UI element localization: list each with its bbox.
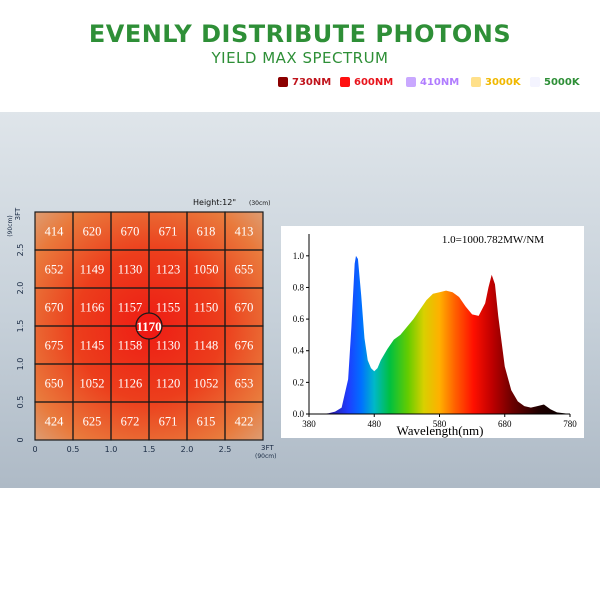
legend-item-410nm: 410NM xyxy=(406,75,459,91)
heatmap-cell-value: 670 xyxy=(45,301,64,315)
heatmap-cell-value: 670 xyxy=(121,225,140,239)
x-tick-label: 0.5 xyxy=(67,445,80,454)
x-tick-label: 0 xyxy=(32,445,37,454)
height-label: Height:12" xyxy=(193,198,236,207)
heatmap-cell-value: 1050 xyxy=(194,263,219,277)
heatmap-cell-value: 620 xyxy=(83,225,102,239)
y-tick-label: 0.5 xyxy=(16,396,25,409)
x-tick-label: 1.5 xyxy=(143,445,156,454)
legend-item-5000k: 5000K xyxy=(530,75,580,91)
spectrum-annotation: 1.0=1000.782MW/NM xyxy=(442,234,544,246)
heatmap-cell-value: 671 xyxy=(159,225,178,239)
heatmap-cell-value: 422 xyxy=(235,415,254,429)
x-tick-label: 780 xyxy=(563,419,577,429)
legend-label: 410NM xyxy=(420,77,460,88)
heatmap-cell-value: 1130 xyxy=(156,339,181,353)
y-tick-label: 1.0 xyxy=(16,358,25,371)
y-end-label: 3FT xyxy=(14,207,22,220)
x-tick-label: 2.0 xyxy=(181,445,194,454)
page-title: EVENLY DISTRIBUTE PHOTONS xyxy=(88,20,512,48)
heatmap-cell-value: 414 xyxy=(45,225,65,239)
spectrum-legend: 730NM 600NM 410NM 3000K 5000K xyxy=(278,75,588,91)
heatmap-cell-value: 1130 xyxy=(118,263,143,277)
legend-swatch xyxy=(406,77,416,87)
x-end-label: 3FT xyxy=(261,444,274,452)
y-tick-label: 0.0 xyxy=(293,409,305,419)
spectrum-chart: 380 480 580 680 780 0.0 0.2 0.4 0.6 0.8 1.0 1.0=100… xyxy=(281,226,584,438)
legend-label: 730NM xyxy=(292,77,332,88)
heatmap-cell-value: 653 xyxy=(235,377,254,391)
center-marker xyxy=(135,312,163,340)
x-tick-label: 2.5 xyxy=(219,445,232,454)
height-label-unit: (30cm) xyxy=(249,200,270,207)
y-tick-label: 0.2 xyxy=(293,377,304,387)
heatmap-cell xyxy=(224,401,264,441)
legend-item-730nm: 730NM xyxy=(278,75,331,91)
legend-label: 600NM xyxy=(354,77,394,88)
heatmap-cell-value: 650 xyxy=(45,377,64,391)
x-tick-label: 380 xyxy=(302,419,316,429)
heatmap-cell-value: 1052 xyxy=(80,377,105,391)
y-tick-label: 0 xyxy=(16,437,25,442)
x-axis-label: Wavelength(nm) xyxy=(396,423,483,438)
heatmap-cell-value: 670 xyxy=(235,301,254,315)
heatmap-cell-value: 675 xyxy=(45,339,64,353)
heatmap-cell-value: 1052 xyxy=(194,377,219,391)
x-tick-label: 480 xyxy=(368,419,382,429)
x-tick-label: 1.0 xyxy=(105,445,118,454)
x-end-unit: (90cm) xyxy=(255,453,276,460)
heatmap-cell-value: 672 xyxy=(121,415,140,429)
heatmap-cell-value: 1148 xyxy=(194,339,219,353)
heatmap-cell-value: 1126 xyxy=(118,377,143,391)
heatmap-cell-value: 1149 xyxy=(80,263,105,277)
y-tick-label: 1.0 xyxy=(293,251,305,261)
heatmap-cell-value: 1155 xyxy=(156,301,181,315)
legend-swatch xyxy=(340,77,350,87)
y-end-unit: (90cm) xyxy=(7,215,14,236)
legend-swatch xyxy=(471,77,481,87)
legend-item-3000k: 3000K xyxy=(471,75,521,91)
heatmap-cell-value: 1120 xyxy=(156,377,181,391)
heatmap-cell-value: 676 xyxy=(235,339,254,353)
heatmap-cell-value: 1157 xyxy=(118,301,143,315)
spectrum-area xyxy=(309,255,570,414)
x-tick-label: 680 xyxy=(498,419,512,429)
center-value: 1170 xyxy=(136,319,161,334)
x-tick-label: 580 xyxy=(433,419,447,429)
heatmap-cell-value: 1166 xyxy=(80,301,105,315)
heatmap-cell-value: 1145 xyxy=(80,339,105,353)
legend-label: 5000K xyxy=(544,77,580,88)
heatmap-cell-value: 615 xyxy=(197,415,216,429)
legend-label: 3000K xyxy=(485,77,521,88)
y-tick-label: 0.6 xyxy=(293,314,305,324)
par-heatmap: Height:12" (30cm) 414 620 670 671 618 413 652 114… xyxy=(7,198,276,460)
heatmap-cell-value: 625 xyxy=(83,415,102,429)
heatmap-cell-value: 1123 xyxy=(156,263,181,277)
y-tick-label: 0.8 xyxy=(293,282,305,292)
y-tick-label: 2.0 xyxy=(16,282,25,295)
legend-item-600nm: 600NM xyxy=(340,75,393,91)
y-tick-label: 2.5 xyxy=(16,244,25,257)
legend-swatch xyxy=(530,77,540,87)
heatmap-cell-value: 1150 xyxy=(194,301,219,315)
legend-swatch xyxy=(278,77,288,87)
heatmap-cell-value: 652 xyxy=(45,263,64,277)
page-subtitle: YIELD MAX SPECTRUM xyxy=(211,49,389,67)
heatmap-cell-value: 413 xyxy=(235,225,254,239)
y-tick-label: 0.4 xyxy=(293,346,305,356)
heatmap-cell-value: 655 xyxy=(235,263,254,277)
y-tick-label: 1.5 xyxy=(16,320,25,333)
heatmap-cell-value: 1158 xyxy=(118,339,143,353)
heatmap-cell-value: 424 xyxy=(45,415,65,429)
heatmap-cell-value: 618 xyxy=(197,225,216,239)
heatmap-cell-value: 671 xyxy=(159,415,178,429)
